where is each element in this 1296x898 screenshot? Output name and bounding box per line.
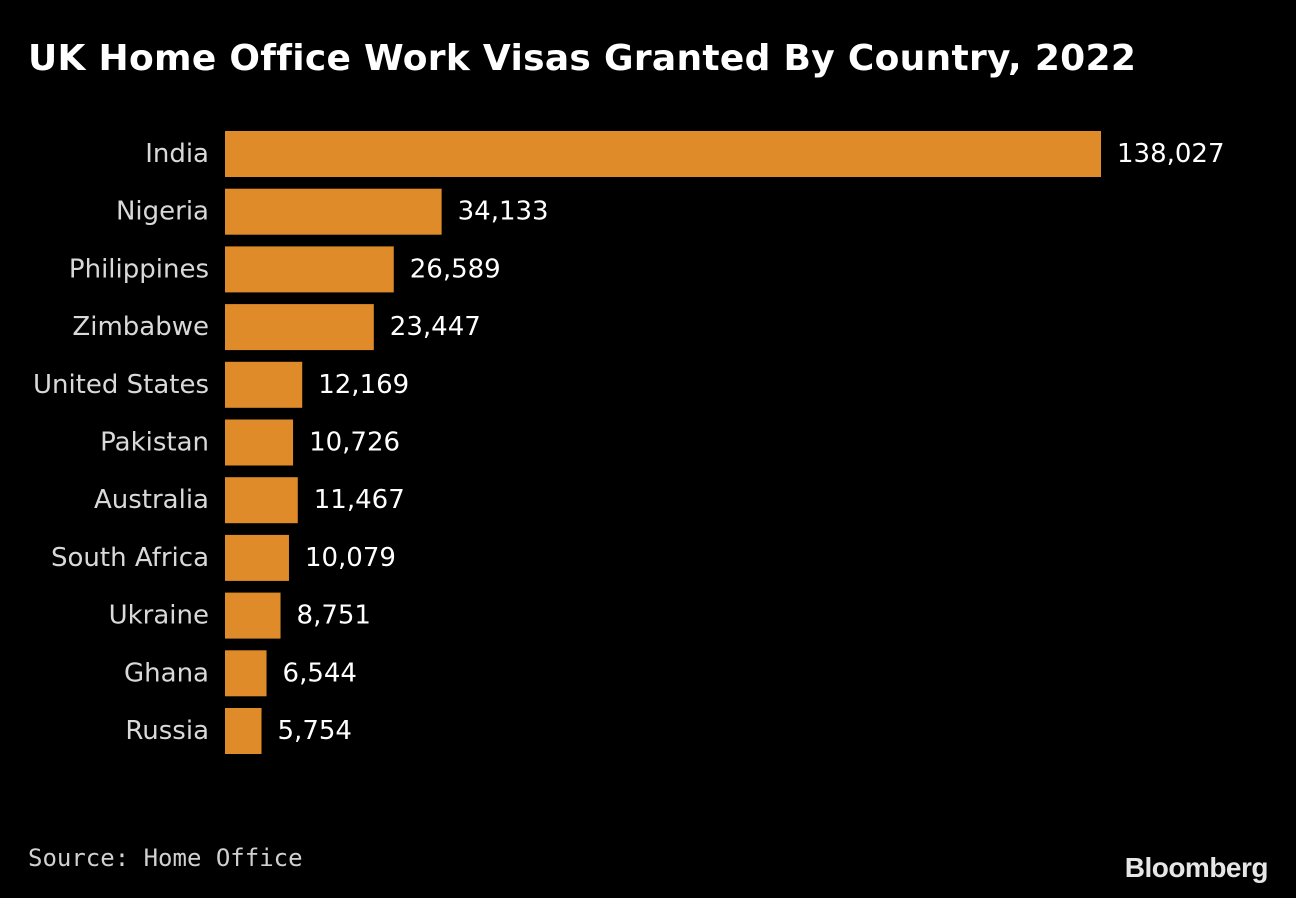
bar [225, 592, 281, 639]
value-label: 10,079 [305, 543, 396, 573]
bar [225, 188, 442, 235]
category-label: Nigeria [116, 197, 209, 227]
bar [225, 534, 289, 581]
source-note: Source: Home Office [28, 844, 303, 872]
category-label: Ghana [124, 658, 209, 688]
category-label: South Africa [51, 543, 209, 573]
value-label: 138,027 [1117, 139, 1225, 169]
category-label: Philippines [69, 254, 209, 284]
value-label: 26,589 [410, 254, 501, 284]
bar [225, 131, 1101, 177]
value-label: 6,544 [283, 658, 357, 688]
value-label: 8,751 [297, 601, 371, 631]
chart-title: UK Home Office Work Visas Granted By Cou… [28, 38, 1137, 79]
value-label: 11,467 [314, 485, 405, 515]
bar [225, 477, 298, 524]
value-label: 5,754 [278, 716, 352, 746]
category-label: United States [33, 370, 209, 400]
bar [225, 304, 374, 351]
bloomberg-logo: Bloomberg [1124, 852, 1269, 883]
bar [225, 708, 262, 754]
category-label: Zimbabwe [72, 312, 209, 342]
bar [225, 361, 303, 408]
category-label: Pakistan [100, 428, 209, 458]
category-label: Russia [125, 716, 209, 746]
value-label: 12,169 [318, 370, 409, 400]
bar [225, 419, 294, 466]
value-label: 23,447 [390, 312, 481, 342]
bar [225, 246, 394, 293]
category-label: India [145, 139, 209, 169]
value-label: 10,726 [309, 428, 400, 458]
category-label: Ukraine [109, 601, 209, 631]
category-label: Australia [94, 485, 209, 515]
value-label: 34,133 [458, 197, 549, 227]
bar [225, 650, 267, 697]
